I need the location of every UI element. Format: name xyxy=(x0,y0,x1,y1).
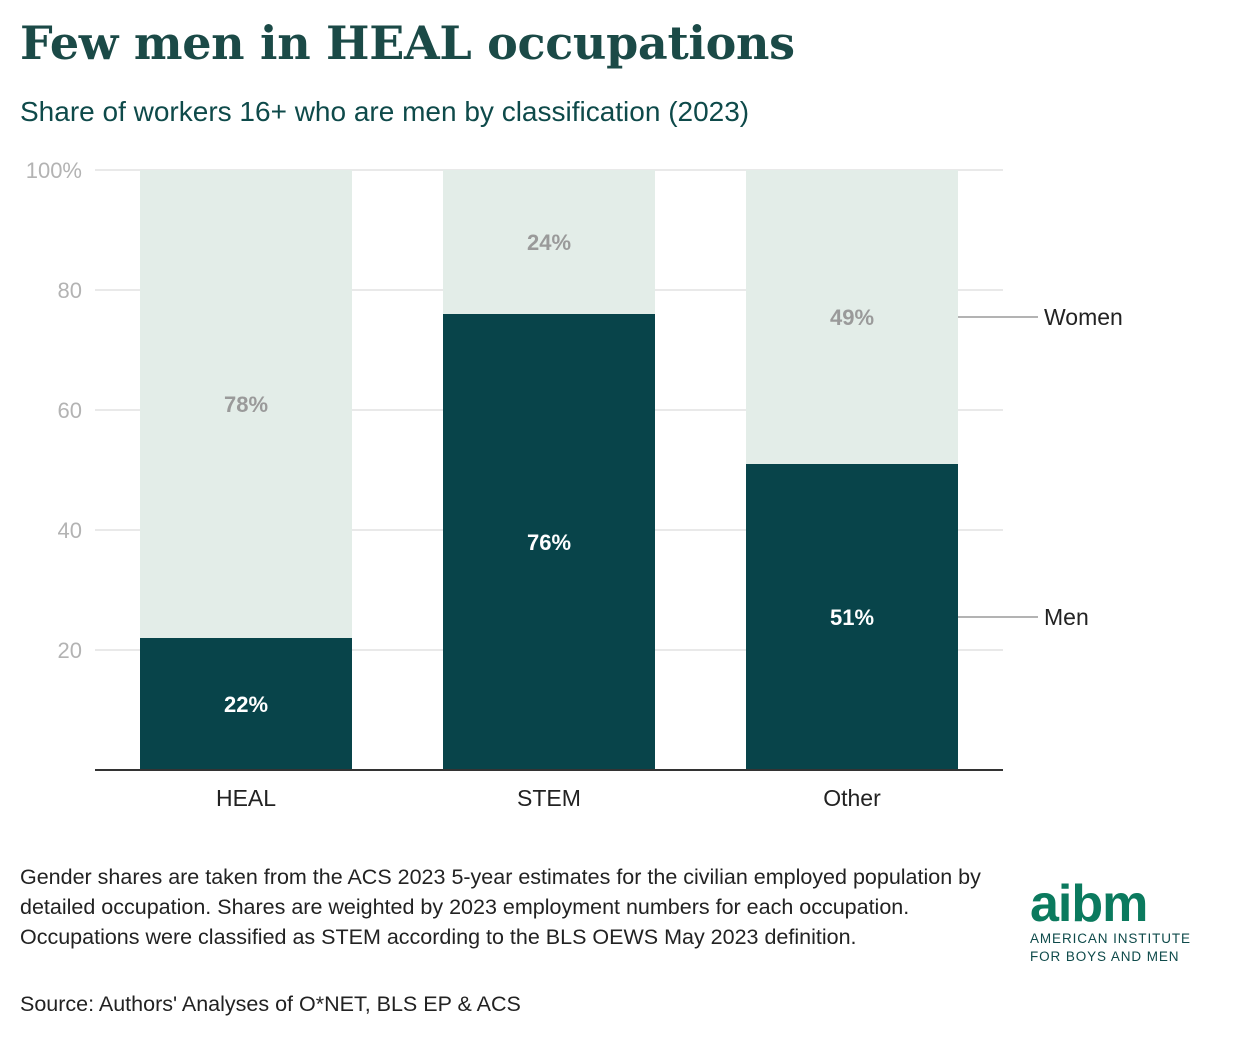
logo-line-1: AMERICAN INSTITUTE xyxy=(1030,931,1191,946)
x-tick-label: HEAL xyxy=(216,785,276,811)
logo-wordmark: aibm xyxy=(1030,875,1148,933)
bar-women-stem xyxy=(443,170,655,314)
legend-label-men: Men xyxy=(1044,604,1089,630)
stacked-bar-chart: 20 40 60 80 100% 22% 78% HEAL 76% 24% STEM 51% 49% Ot… xyxy=(26,158,1123,811)
data-label-men: 51% xyxy=(830,605,874,630)
y-tick-label: 80 xyxy=(58,278,82,303)
aibm-logo: aibm AMERICAN INSTITUTE FOR BOYS AND MEN xyxy=(1030,878,1230,966)
y-tick-label: 20 xyxy=(58,638,82,663)
x-tick-label: Other xyxy=(823,785,881,811)
data-label-women: 49% xyxy=(830,305,874,330)
data-label-women: 24% xyxy=(527,230,571,255)
chart-subtitle: Share of workers 16+ who are men by clas… xyxy=(20,96,750,127)
data-label-men: 22% xyxy=(224,692,268,717)
chart-title: Few men in HEAL occupations xyxy=(20,16,795,70)
bar-women-other xyxy=(746,170,958,464)
bar-men-stem xyxy=(443,314,655,770)
source-note: Source: Authors' Analyses of O*NET, BLS … xyxy=(20,992,521,1016)
y-tick-label: 40 xyxy=(58,518,82,543)
x-tick-label: STEM xyxy=(517,785,581,811)
logo-line-2: FOR BOYS AND MEN xyxy=(1030,949,1180,964)
legend-label-women: Women xyxy=(1044,304,1123,330)
data-label-men: 76% xyxy=(527,530,571,555)
methodology-note: Gender shares are taken from the ACS 202… xyxy=(20,865,981,949)
y-tick-label: 60 xyxy=(58,398,82,423)
bar-women-heal xyxy=(140,170,352,638)
bar-men-other xyxy=(746,464,958,770)
y-tick-label: 100% xyxy=(26,158,82,183)
data-label-women: 78% xyxy=(224,392,268,417)
bar-men-heal xyxy=(140,638,352,770)
